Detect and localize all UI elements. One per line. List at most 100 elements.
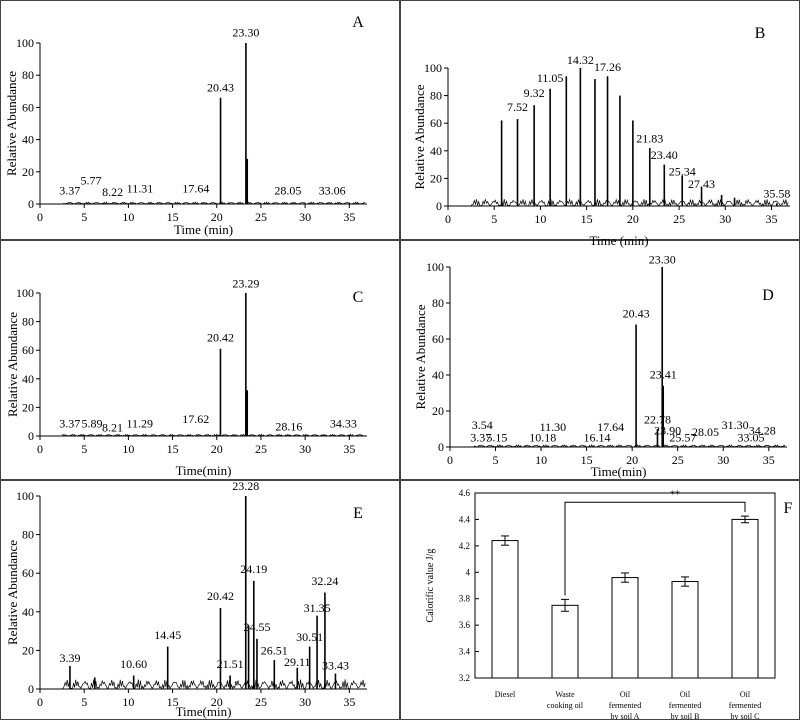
- peak-label-23.90: 23.90: [654, 423, 681, 437]
- peak-label-21.51: 21.51: [217, 657, 244, 671]
- y-tick-label: 80: [430, 89, 442, 103]
- x-tick-label: 35: [343, 442, 355, 456]
- y-tick-label: 80: [432, 296, 444, 310]
- x-axis-label: Time (min): [589, 233, 648, 248]
- x-tick-label: 20: [627, 212, 639, 226]
- x-tick-label: 30: [717, 453, 729, 467]
- peak-label-34.33: 34.33: [330, 416, 357, 430]
- x-tick-label: 0: [37, 442, 43, 456]
- peak-label-23.41: 23.41: [650, 368, 677, 382]
- peak-label-26.51: 26.51: [261, 643, 288, 657]
- x-axis-label: Time(min): [176, 704, 232, 719]
- baseline-trace: [61, 433, 366, 437]
- panel-letter: F: [784, 500, 793, 517]
- baseline-trace: [62, 201, 366, 205]
- baseline-trace: [472, 444, 786, 448]
- peak-label-3.39: 3.39: [59, 651, 80, 665]
- x-axis-label: Time(min): [591, 464, 647, 479]
- peak-label-16.14: 16.14: [584, 431, 611, 445]
- x-tick-label: 15: [581, 212, 593, 226]
- peak-label-7.52: 7.52: [507, 100, 528, 114]
- category-label: Oil: [680, 690, 691, 699]
- peak-label-3.37: 3.37: [59, 416, 80, 430]
- peak-label-25.57: 25.57: [669, 431, 696, 445]
- y-axis-label: Relative Abundance: [413, 304, 428, 409]
- bar-chart-panel-F: 3.2 3.4 3.6 3.8 4 4.2 4.4 4.6 Calorific value J/…: [425, 488, 793, 721]
- chromatogram-panel-D: 0 5 10 15 20 25 30 35 0 20 40 60 80 100 Time(min) Relat…: [413, 252, 787, 479]
- y-tick-label: 3.4: [459, 647, 471, 657]
- y-tick-label: 4.2: [459, 541, 470, 551]
- peak-label-30.51: 30.51: [296, 630, 323, 644]
- y-tick-label: 80: [22, 68, 34, 82]
- peak-label-17.26: 17.26: [594, 60, 621, 74]
- x-axis-label: Time (min): [174, 222, 233, 237]
- category-label: by soil B: [671, 712, 700, 720]
- peak-label-28.05: 28.05: [692, 425, 719, 439]
- x-tick-label: 30: [299, 210, 311, 224]
- y-tick-label: 3.8: [459, 594, 471, 604]
- peak-label-23.29: 23.29: [232, 276, 259, 290]
- y-tick-label: 100: [16, 489, 34, 503]
- peak-label-20.42: 20.42: [207, 589, 234, 603]
- peak-label-11.29: 11.29: [126, 416, 153, 430]
- y-tick-label: 40: [22, 133, 34, 147]
- x-tick-label: 5: [491, 212, 497, 226]
- y-tick-label: 4: [466, 567, 471, 577]
- category-label: by soil A: [611, 712, 640, 720]
- x-tick-label: 25: [255, 210, 267, 224]
- y-tick-label: 4.6: [459, 488, 471, 498]
- y-tick-label: 80: [22, 528, 34, 542]
- x-tick-label: 30: [299, 442, 311, 456]
- x-tick-label: 15: [581, 453, 593, 467]
- chromatogram-panel-E: 0 5 10 15 20 25 30 35 0 20 40 60 80 100 Time(min) Relat…: [5, 479, 367, 719]
- bar-3: [671, 581, 699, 679]
- x-tick-label: 10: [535, 453, 547, 467]
- y-tick-label: 100: [424, 61, 442, 75]
- y-tick-label: 0: [436, 199, 442, 213]
- y-axis-label: Relative Abundance: [5, 312, 20, 417]
- x-tick-label: 35: [343, 210, 355, 224]
- bar-2: [611, 577, 639, 679]
- y-tick-label: 100: [16, 36, 34, 50]
- category-label: fermented: [669, 701, 701, 710]
- peak-label-11.31: 11.31: [127, 182, 154, 196]
- peak-label-14.45: 14.45: [154, 628, 181, 642]
- peak-label-10.18: 10.18: [529, 431, 556, 445]
- x-tick-label: 20: [211, 695, 223, 709]
- peak-label-5.89: 5.89: [82, 416, 103, 430]
- peak-label-8.22: 8.22: [102, 185, 123, 199]
- x-tick-label: 25: [255, 442, 267, 456]
- peak-label-3.37: 3.37: [59, 183, 80, 197]
- x-tick-label: 0: [37, 210, 43, 224]
- peak-label-10.60: 10.60: [120, 657, 147, 671]
- x-tick-label: 30: [719, 212, 731, 226]
- panel-border: [0, 240, 400, 480]
- peak-label-25.34: 25.34: [669, 165, 696, 179]
- x-tick-label: 20: [211, 210, 223, 224]
- peak-label-33.05: 33.05: [738, 431, 765, 445]
- y-tick-label: 100: [426, 260, 444, 274]
- y-tick-label: 0: [28, 197, 34, 211]
- peak-label-5.77: 5.77: [80, 174, 101, 188]
- y-tick-label: 20: [430, 171, 442, 185]
- x-tick-label: 0: [445, 212, 451, 226]
- peak-label-34.28: 34.28: [749, 423, 776, 437]
- y-tick-label: 60: [22, 343, 34, 357]
- peak-label-23.40: 23.40: [651, 148, 678, 162]
- peak-label-23.30: 23.30: [232, 26, 259, 40]
- x-tick-label: 15: [167, 210, 179, 224]
- peak-label-35.58: 35.58: [763, 187, 790, 201]
- y-tick-label: 20: [22, 165, 34, 179]
- peak-label-33.43: 33.43: [322, 659, 349, 673]
- x-tick-label: 25: [672, 453, 684, 467]
- peak-label-8.21: 8.21: [102, 421, 123, 435]
- x-tick-label: 15: [167, 442, 179, 456]
- category-label: Oil: [620, 690, 631, 699]
- category-label: Waste: [555, 690, 575, 699]
- category-label: fermented: [729, 701, 761, 710]
- chromatogram-panel-C: 0 5 10 15 20 25 30 35 0 20 40 60 80 100 Time(min) Relat…: [5, 276, 367, 478]
- y-axis-label: Relative Abundance: [5, 540, 20, 645]
- x-tick-label: 20: [211, 442, 223, 456]
- x-tick-label: 25: [255, 695, 267, 709]
